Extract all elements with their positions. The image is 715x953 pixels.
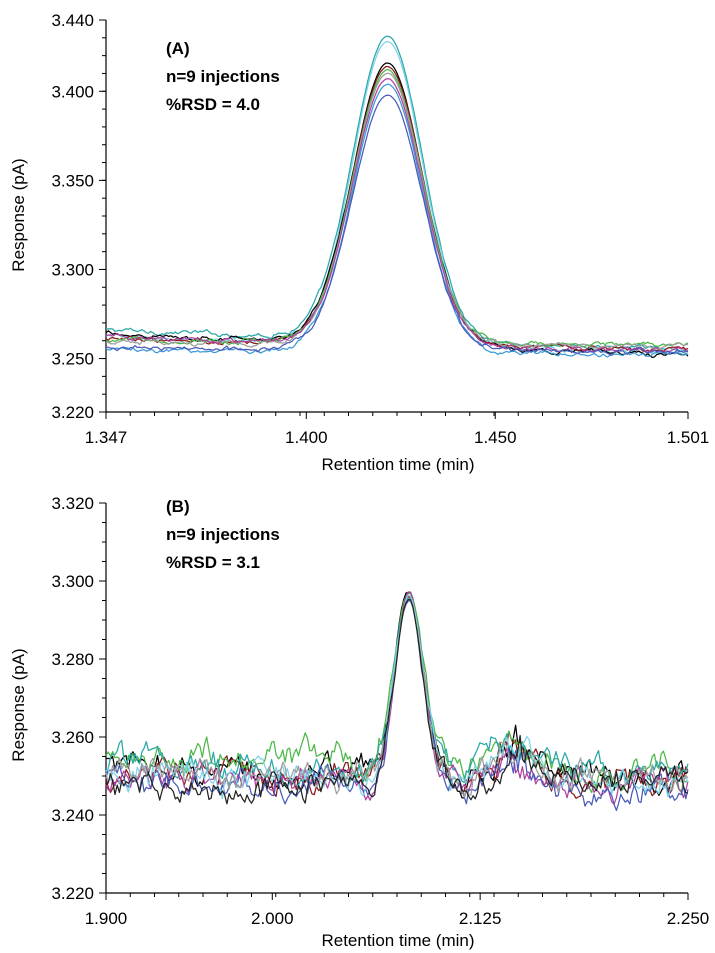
panel-a-injection-trace-6 xyxy=(105,72,689,351)
panel-a-injection-trace-8 xyxy=(105,83,689,358)
panel-b-injection-trace-9 xyxy=(105,598,689,805)
y-tick-label: 3.220 xyxy=(51,884,94,903)
y-tick-label: 3.280 xyxy=(51,650,94,669)
panel-b-rsd: %RSD = 3.1 xyxy=(166,553,260,572)
panel-a-injections: n=9 injections xyxy=(166,67,280,86)
x-tick-label: 2.125 xyxy=(459,909,502,928)
panel-b: (B) n=9 injections %RSD = 3.1 Retention … xyxy=(9,494,709,950)
y-tick-label: 3.300 xyxy=(51,572,94,591)
panel-a-rsd: %RSD = 4.0 xyxy=(166,95,260,114)
panel-a-injection-trace-3 xyxy=(105,62,689,359)
panel-a-injection-trace-7 xyxy=(105,77,689,353)
y-tick-label: 3.440 xyxy=(51,11,94,30)
y-tick-label: 3.320 xyxy=(51,494,94,513)
panel-a-x-axis-title: Retention time (min) xyxy=(321,455,474,474)
panel-b-label: (B) xyxy=(166,497,190,516)
y-tick-label: 3.350 xyxy=(51,171,94,190)
x-tick-label: 1.450 xyxy=(474,428,517,447)
panel-b-injection-trace-6 xyxy=(105,599,689,812)
panel-b-injection-trace-1 xyxy=(105,591,689,799)
panel-b-injection-trace-4 xyxy=(105,597,689,788)
x-tick-label: 1.400 xyxy=(285,428,328,447)
x-tick-label: 1.900 xyxy=(85,909,128,928)
panel-a-y-axis-title: Response (pA) xyxy=(9,158,28,271)
panel-a-injection-trace-9 xyxy=(106,94,689,356)
x-tick-label: 2.250 xyxy=(667,909,710,928)
y-tick-label: 3.260 xyxy=(51,728,94,747)
y-tick-label: 3.400 xyxy=(51,82,94,101)
x-tick-label: 1.501 xyxy=(667,428,710,447)
x-tick-label: 1.347 xyxy=(85,428,128,447)
panel-a: (A) n=9 injections %RSD = 4.0 Retention … xyxy=(9,11,709,474)
panel-b-y-axis-title: Response (pA) xyxy=(9,648,28,761)
panel-b-x-axis-title: Retention time (min) xyxy=(321,931,474,950)
x-tick-label: 2.000 xyxy=(251,909,294,928)
panel-b-injections: n=9 injections xyxy=(166,525,280,544)
y-tick-label: 3.300 xyxy=(51,260,94,279)
y-tick-label: 3.240 xyxy=(51,806,94,825)
y-tick-label: 3.250 xyxy=(51,350,94,369)
panel-a-label: (A) xyxy=(166,39,190,58)
y-tick-label: 3.220 xyxy=(51,403,94,422)
